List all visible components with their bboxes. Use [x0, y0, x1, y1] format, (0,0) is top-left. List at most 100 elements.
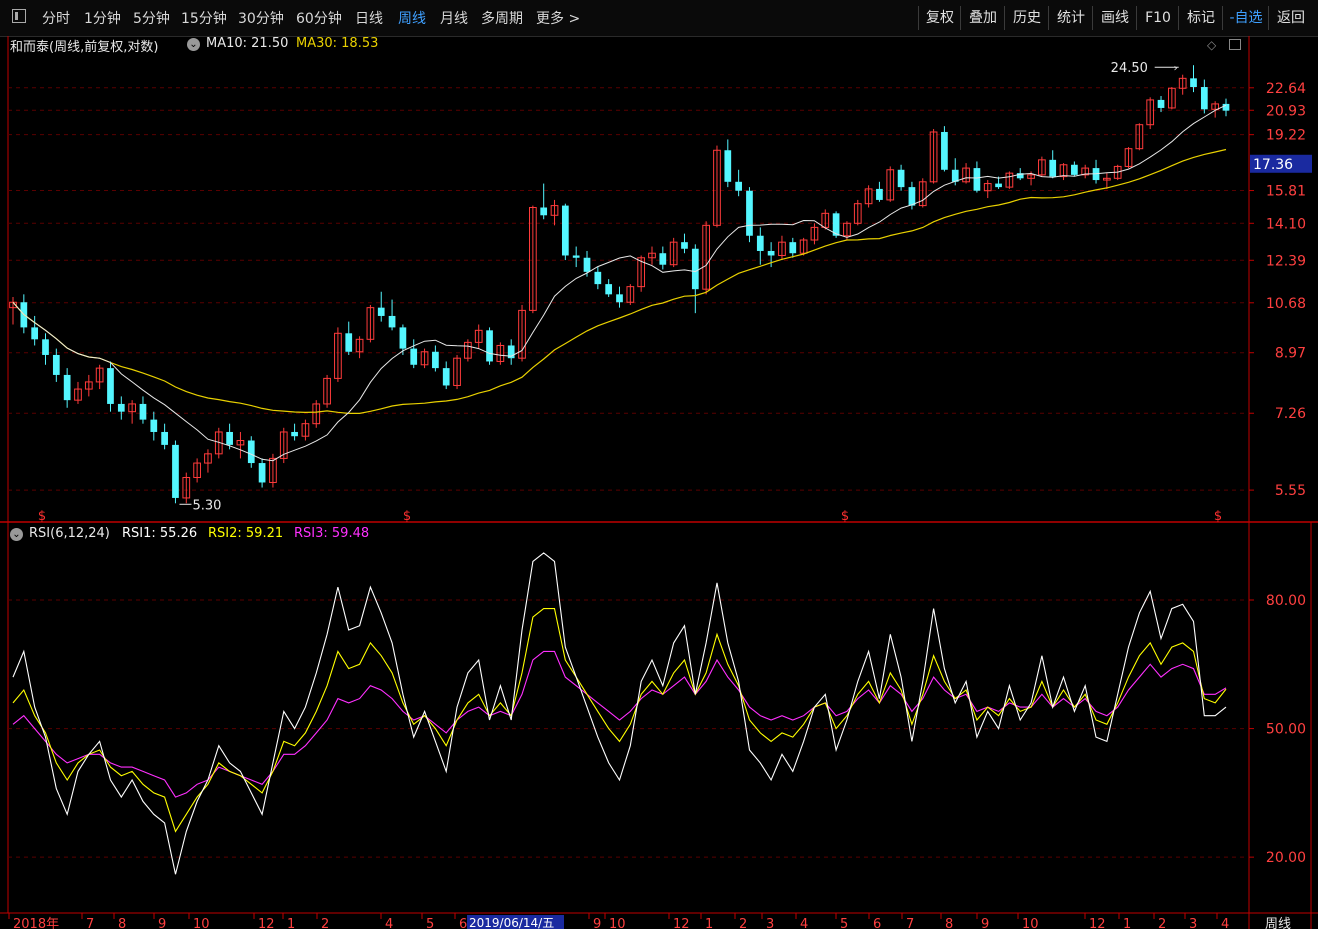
time-tick-label: 12: [258, 917, 275, 929]
period-daily[interactable]: 日线: [355, 11, 383, 27]
candle-body-down: [20, 302, 28, 328]
candle-body-up: [1211, 103, 1220, 110]
candle-body-down: [594, 271, 602, 285]
dividend-marker: $: [403, 509, 411, 524]
period-weekly[interactable]: 周线: [398, 11, 426, 27]
candle-body-up: [821, 212, 830, 228]
candle-body-up: [983, 183, 992, 192]
ma30-line: [12, 148, 1227, 414]
candle-body-up: [214, 431, 223, 455]
time-tick-label: 6: [459, 917, 467, 929]
candle-body-up: [702, 224, 711, 290]
rsi-rsi2-line: [12, 608, 1227, 833]
high-price-label: 24.50: [1111, 61, 1148, 76]
candle-body-down: [1016, 173, 1024, 179]
candle-body-up: [366, 307, 375, 340]
rsi-tick-label: 50.00: [1266, 722, 1306, 738]
candle-body-up: [269, 457, 277, 483]
period-multi[interactable]: 多周期: [481, 11, 523, 27]
time-tick-label: 4: [385, 917, 393, 929]
candle-body-up: [236, 440, 245, 446]
candle-body-down: [52, 354, 60, 375]
candle-body-down: [388, 315, 396, 328]
sidebar-toggle-icon[interactable]: [12, 9, 26, 23]
candle-body-up: [886, 169, 895, 201]
candle-body-down: [63, 374, 71, 401]
chevron-down-icon[interactable]: ⌄: [187, 38, 200, 51]
rsi-menu-icon[interactable]: ⌄: [10, 528, 23, 541]
stats-button[interactable]: 统计: [1048, 6, 1093, 30]
period-monthly[interactable]: 月线: [440, 11, 468, 27]
candle-body-down: [247, 440, 255, 464]
cursor-date-box: [467, 915, 564, 929]
candle-body-up: [453, 357, 461, 386]
candle-body-up: [843, 222, 851, 237]
candle-body-up: [1124, 148, 1133, 167]
period-60min[interactable]: 60分钟: [296, 11, 342, 27]
x-axis: 2018年 7 8 9 10 12 1 2 4 5 6 9 10 12 1 2 3 4 5 6 7 8 9 10 12 1 2 3 42…: [8, 913, 1291, 929]
draw-button[interactable]: 画线: [1092, 6, 1137, 30]
f10-button[interactable]: F10: [1136, 6, 1179, 30]
time-tick-label: 10: [1022, 917, 1039, 929]
candle-body-down: [605, 284, 613, 295]
time-tick-label: 10: [193, 917, 210, 929]
mark-button[interactable]: 标记: [1178, 6, 1223, 30]
price-tick-label: 7.26: [1275, 406, 1306, 422]
time-tick-label: 2: [1158, 917, 1166, 929]
fuquan-button[interactable]: 复权: [918, 6, 961, 30]
history-button[interactable]: 历史: [1004, 6, 1049, 30]
time-tick-label: 3: [1189, 917, 1197, 929]
period-more[interactable]: 更多 >: [536, 11, 581, 27]
candle-body-up: [1005, 172, 1014, 188]
candle-body-down: [486, 330, 493, 362]
candle-body-up: [1103, 177, 1111, 181]
overlay-button[interactable]: 叠加: [960, 6, 1005, 30]
candle-body-down: [995, 183, 1002, 188]
candle-body-up: [9, 301, 17, 309]
candle-body-down: [616, 294, 623, 303]
candle-body-up: [918, 181, 927, 207]
high-arrow-head: ›: [1174, 63, 1178, 74]
rsi-title: RSI(6,12,24): [29, 526, 110, 541]
period-30min[interactable]: 30分钟: [238, 11, 284, 27]
candle-body-down: [908, 187, 916, 206]
candle-body-up: [637, 257, 646, 288]
period-5min[interactable]: 5分钟: [133, 11, 170, 27]
ma10-label: MA10: 21.50: [206, 36, 289, 51]
candle-body-up: [312, 403, 321, 425]
candle-body-down: [432, 351, 439, 369]
time-tick-label: 2018年: [13, 917, 59, 929]
candle-body-down: [507, 345, 515, 359]
candle-body-down: [1190, 78, 1197, 88]
back-button[interactable]: 返回: [1268, 6, 1313, 30]
price-tick-label: 14.10: [1266, 216, 1306, 232]
watchlist-button[interactable]: -自选: [1222, 6, 1269, 30]
time-tick-label: 1: [1123, 917, 1131, 929]
price-tick-label: 12.39: [1266, 253, 1306, 269]
candle-body-up: [323, 377, 331, 405]
candle-body-up: [518, 309, 526, 359]
candle-body-down: [1222, 103, 1230, 111]
candle-body-up: [301, 423, 310, 437]
candle-body-down: [832, 213, 840, 236]
candle-body-up: [279, 431, 288, 459]
candle-body-down: [572, 255, 580, 258]
rsi-lines: [12, 552, 1227, 875]
diamond-icon[interactable]: ◇: [1207, 38, 1217, 52]
period-fenshi[interactable]: 分时: [42, 11, 70, 27]
period-15min[interactable]: 15分钟: [181, 11, 227, 27]
rsi-tick-label: 20.00: [1266, 850, 1306, 866]
candle-body-down: [540, 207, 548, 216]
period-1min[interactable]: 1分钟: [84, 11, 121, 27]
rsi-grid: [8, 599, 1249, 858]
candle-body-down: [258, 463, 266, 483]
candle-body-down: [226, 431, 233, 445]
time-tick-label: 2: [321, 917, 329, 929]
time-tick-label: 8: [118, 917, 126, 929]
candle-body-up: [1027, 174, 1035, 179]
rsi-tick-label: 80.00: [1266, 593, 1306, 609]
candle-body-up: [1081, 167, 1090, 176]
panel-layout-icon[interactable]: [1229, 39, 1241, 50]
candle-body-down: [31, 327, 39, 340]
